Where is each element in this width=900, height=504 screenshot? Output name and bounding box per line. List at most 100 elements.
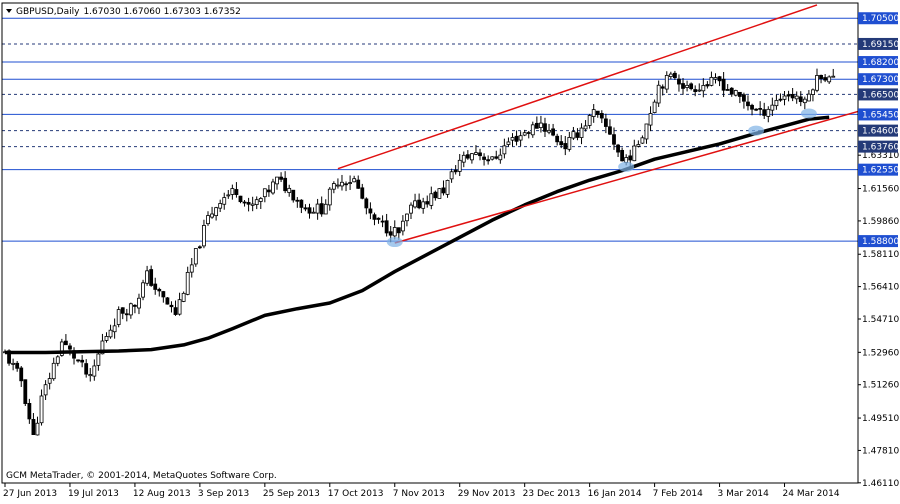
candle-body [356,179,361,189]
candle-body [831,75,836,78]
candle-body [563,143,568,150]
candle-body [762,109,767,116]
candle-body [437,188,442,199]
candle-body [806,93,811,102]
moving-average-line [5,115,830,355]
touch-marker [748,125,765,136]
candle-body [677,78,681,85]
candle-body [128,303,133,316]
candle-body [104,336,109,341]
level-label-box [858,140,898,153]
candle-body [681,83,685,89]
candle-body [76,359,80,362]
candle-body [693,89,698,92]
candle-body [778,98,783,101]
level-label-box [858,37,898,50]
candle-body [27,403,32,420]
candle-body [599,113,604,119]
candle-body [376,217,381,220]
candle-body [23,379,28,404]
candle-body [206,215,210,225]
candle-body [750,104,754,110]
candle-body [396,227,401,234]
candle-body [567,137,572,150]
candle-body [348,182,353,184]
candle-body [709,76,714,86]
candle-body [35,422,40,436]
candle-body [453,169,458,173]
candle-body [368,208,373,214]
candle-body [644,123,649,140]
x-tick-label: 29 Nov 2013 [458,489,516,499]
candle-body [197,246,202,249]
candle-body [372,214,377,220]
candle-body [742,94,746,102]
y-tick-label: 1.52960 [862,348,899,358]
candle-body [327,188,332,206]
candle-body [514,135,519,142]
candle-body [230,188,235,195]
candle-body [409,204,413,214]
x-tick-label: 7 Nov 2013 [393,489,445,499]
candle-body [465,154,470,159]
candle-body [652,101,657,113]
candle-body [340,181,344,187]
candle-body [603,118,608,127]
candle-body [287,187,292,193]
price-axis: 1.63310 1.61560 1.59860 1.58110 1.56410 1.547… [858,12,899,489]
candle-body [819,74,823,80]
candle-body [336,184,340,187]
candle-body [478,152,482,157]
candle-body [461,154,466,163]
y-tick-label: 1.59860 [862,217,899,227]
candle-body [673,72,677,79]
candle-body [380,220,385,223]
time-axis: 27 Jun 2013 19 Jul 2013 12 Aug 2013 3 Sep 2… [3,483,840,499]
candle-body [526,132,531,134]
candle-body [283,177,288,192]
candle-body [794,95,799,100]
candle-body [587,115,592,126]
candle-body [96,353,101,366]
candle-body [555,135,560,143]
candle-body [640,137,645,144]
candle-body [579,127,584,138]
candle-body [303,207,308,210]
candle-body [405,213,409,222]
candle-body [388,231,393,236]
candle-body [157,288,162,292]
candle-body [400,220,405,232]
x-tick-label: 25 Sep 2013 [263,489,320,499]
candle-body [133,304,137,307]
candle-body [518,135,523,141]
candle-body [246,202,251,205]
candle-body [705,84,710,87]
candle-body [636,144,641,147]
candle-body [733,90,738,96]
candle-body [530,124,535,136]
candle-body [392,227,397,237]
candle-body [815,75,819,91]
level-label-box [858,56,898,69]
symbol-dropdown-icon[interactable] [6,9,12,13]
candle-body [352,178,357,183]
candle-body [482,156,486,160]
candle-body [242,201,247,204]
candle-body [429,193,434,206]
candle-body [149,269,154,286]
candle-body [701,85,706,92]
candle-body [100,340,105,355]
candle-body [344,183,348,186]
y-tick-label: 1.58110 [862,250,899,260]
candle-body [315,203,320,214]
candle-body [364,198,369,209]
candle-body [323,203,328,215]
candle-body [250,203,255,206]
touch-marker [386,237,403,248]
candle-body [68,345,72,350]
candle-body [790,93,795,99]
level-label-box [858,163,898,176]
candle-body [88,374,93,377]
